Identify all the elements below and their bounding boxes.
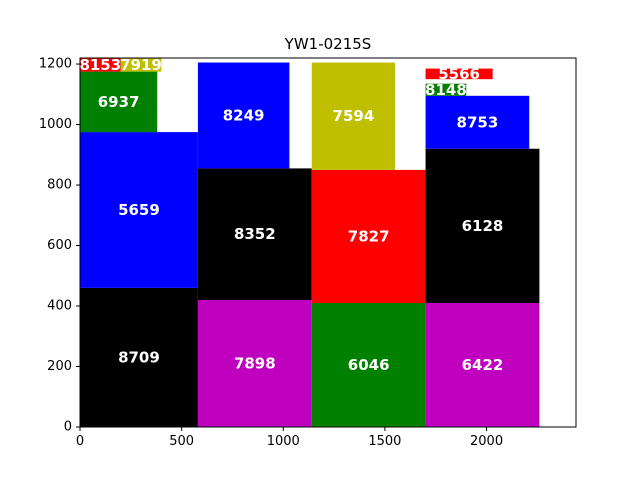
y-tick-label: 0 [64,420,72,435]
x-tick-label: 0 [76,434,84,449]
y-tick-label: 1200 [39,57,72,72]
block-label: 6937 [98,93,140,111]
y-tick-label: 600 [47,238,72,253]
block-6422 [425,302,540,427]
block-label: 8352 [234,225,276,243]
x-tick-label: 500 [169,434,194,449]
block-label: 8249 [223,106,265,124]
block-label: 7827 [348,227,390,245]
chart-title: YW1-0215S [284,35,372,53]
block-label: 7594 [333,107,375,125]
x-tick-label: 1000 [267,434,300,449]
block-label: 7898 [234,354,276,372]
block-label: 8148 [425,81,467,99]
block-8249 [197,62,290,169]
block-8352 [197,168,312,300]
block-8148 [425,83,467,96]
block-6046 [311,302,426,427]
block-5566 [425,68,493,80]
block-7919 [120,58,162,72]
block-8709 [80,287,198,427]
y-tick-label: 1000 [39,117,72,132]
y-tick-label: 800 [47,178,72,193]
block-5659 [80,132,198,288]
block-6937 [80,71,158,133]
x-tick-label: 2000 [470,434,503,449]
plot-frame [79,57,577,428]
block-label: 7919 [120,56,162,74]
block-7898 [197,299,312,427]
block-7594 [311,62,396,170]
block-label: 8753 [457,113,499,131]
block-8753 [425,95,530,149]
y-tick-label: 400 [47,299,72,314]
block-label: 6046 [348,356,390,374]
block-6128 [425,148,540,303]
block-label: 6128 [462,217,504,235]
y-tick-label: 200 [47,359,72,374]
axes-layer: 0 500 1000 1500 2000 0 200 400 600 800 1000 1200 [39,57,503,449]
block-label: 6422 [462,356,504,374]
block-8153 [80,58,121,72]
block-label: 5659 [118,201,160,219]
x-tick-label: 1500 [368,434,401,449]
block-7827 [311,169,426,303]
block-label: 8153 [79,56,121,74]
block-label: 8709 [118,348,160,366]
block-label: 5566 [438,65,480,83]
